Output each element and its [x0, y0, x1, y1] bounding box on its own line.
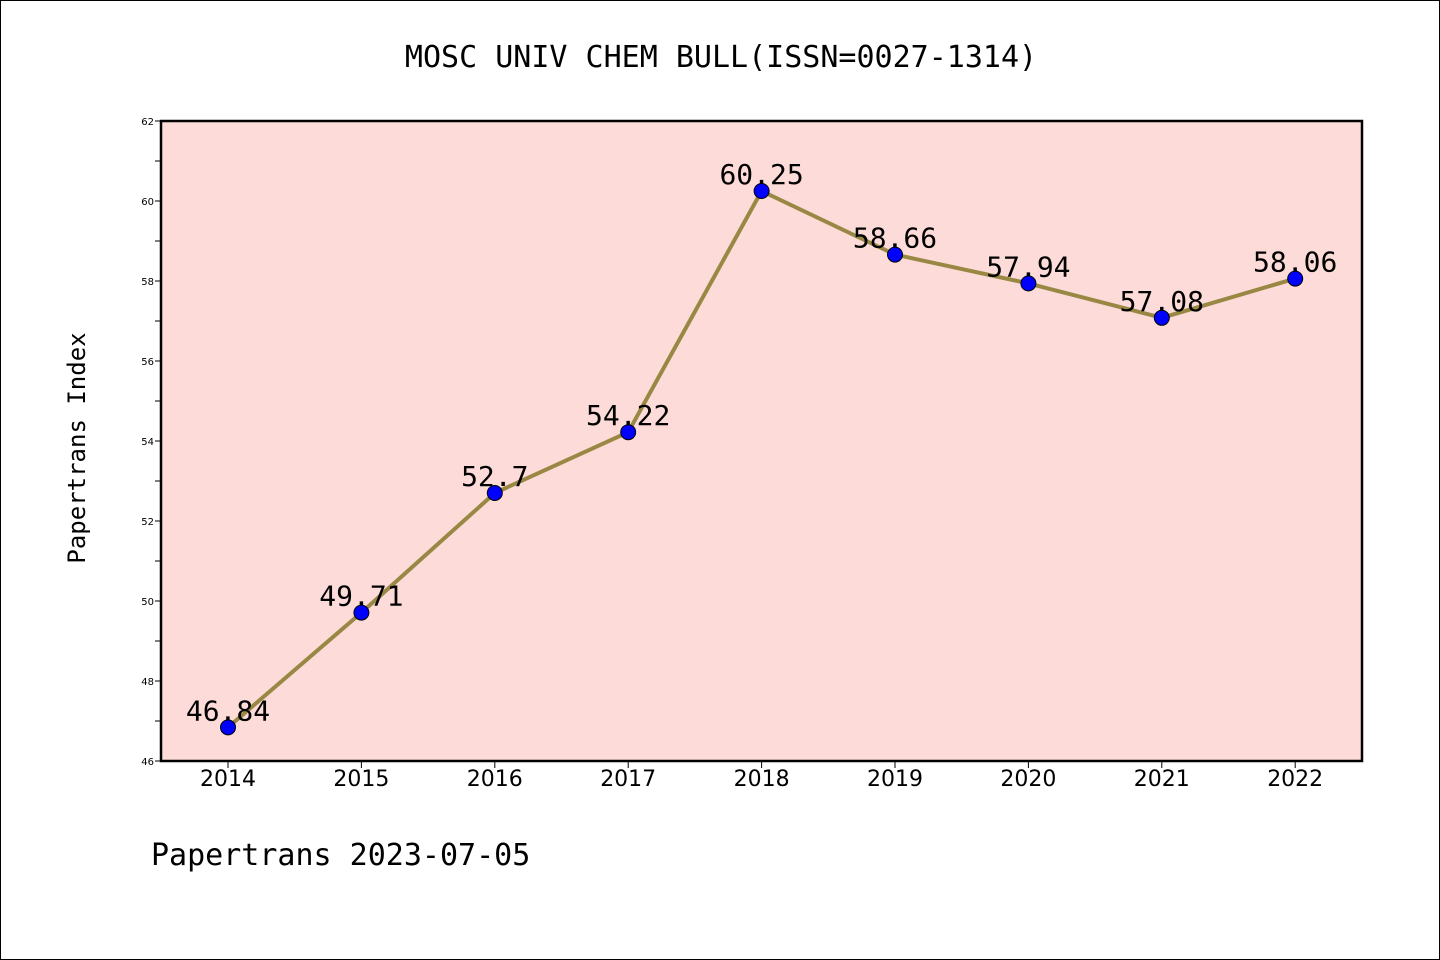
data-label: 57.08 — [1120, 285, 1204, 318]
y-tick-label: 52 — [141, 517, 154, 528]
data-label: 46.84 — [186, 694, 270, 727]
data-point — [220, 719, 236, 736]
y-tick-label: 50 — [141, 597, 154, 608]
y-tick-label: 48 — [141, 677, 154, 688]
data-point — [1020, 275, 1037, 292]
x-tick-label: 2015 — [333, 767, 389, 792]
footer-text: Papertrans 2023-07-05 — [151, 838, 530, 873]
data-point — [753, 183, 770, 199]
y-tick-label: 54 — [141, 437, 154, 448]
y-tick-label: 46 — [141, 757, 154, 768]
data-label: 60.25 — [719, 158, 803, 191]
x-tick-label: 2018 — [734, 767, 790, 792]
data-point — [1153, 309, 1170, 326]
x-tick-label: 2014 — [200, 767, 256, 792]
y-tick-label: 58 — [141, 277, 154, 288]
marks-layer: 46.84 49.71 52.7 54.22 60.25 58.66 57.94 57.08 5… — [186, 158, 1337, 736]
data-label: 57.94 — [986, 250, 1070, 283]
data-point — [620, 424, 637, 441]
data-point — [1287, 270, 1304, 287]
x-tick-label: 2020 — [1000, 767, 1056, 792]
data-label: 49.71 — [319, 580, 403, 613]
y-axis-label: Papertrans Index — [63, 332, 91, 563]
data-point — [353, 604, 370, 621]
x-tick-label: 2021 — [1134, 767, 1190, 792]
x-tick-label: 2017 — [600, 767, 656, 792]
data-label: 54.22 — [586, 399, 670, 432]
y-tick-label: 60 — [141, 197, 154, 208]
y-tick-label: 56 — [141, 357, 154, 368]
data-point — [887, 246, 903, 263]
axis-layer: 46 48 50 52 54 56 58 60 62 2014 2015 2016 2017 2018 20… — [141, 117, 1323, 792]
chart-title: MOSC UNIV CHEM BULL(ISSN=0027-1314) — [405, 40, 1037, 75]
x-tick-label: 2016 — [467, 767, 523, 792]
y-tick-label: 62 — [141, 117, 154, 128]
data-point — [486, 485, 503, 501]
data-label: 58.66 — [853, 222, 937, 255]
plot-area — [161, 121, 1362, 761]
x-tick-label: 2019 — [867, 767, 923, 792]
data-label: 58.06 — [1253, 246, 1337, 279]
data-label: 52.7 — [461, 460, 528, 493]
x-tick-label: 2022 — [1267, 767, 1323, 792]
